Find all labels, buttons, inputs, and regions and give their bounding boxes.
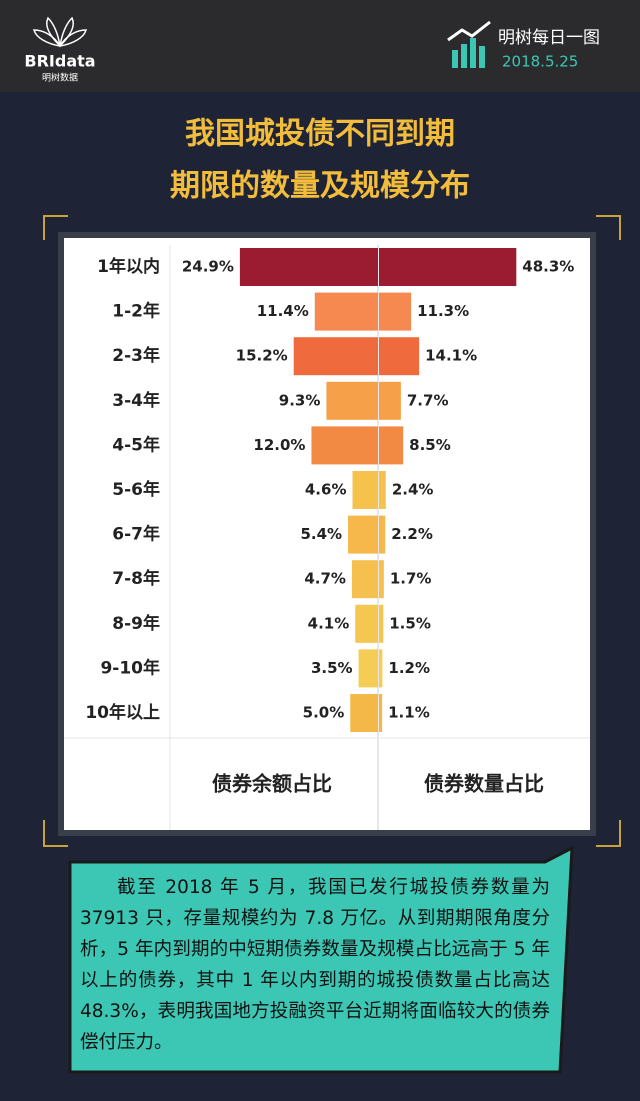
value-label: 1.2%: [388, 659, 430, 677]
value-label: 9.3%: [279, 391, 321, 409]
bar: [348, 515, 378, 554]
logo-icon: [33, 16, 87, 48]
category-label: 9-10年: [100, 657, 160, 678]
category-label: 10年以上: [85, 702, 160, 723]
value-label: 11.3%: [417, 302, 469, 320]
value-label: 4.6%: [305, 481, 347, 499]
value-label: 48.3%: [522, 258, 574, 276]
bar: [379, 471, 386, 509]
date: 2018.5.25: [502, 53, 578, 71]
bar: [379, 694, 383, 732]
chart-icon: [447, 20, 491, 68]
value-label: 5.4%: [300, 525, 342, 543]
bar: [379, 649, 383, 688]
bar: [350, 694, 378, 732]
bar: [293, 337, 378, 376]
bar: [352, 471, 378, 509]
value-label: 1.7%: [390, 570, 432, 588]
value-label: 24.9%: [182, 258, 234, 276]
category-label: 1年以内: [97, 256, 160, 277]
value-label: 8.5%: [409, 436, 451, 454]
series-name: 明树每日一图: [498, 28, 600, 48]
value-label: 4.1%: [308, 614, 350, 632]
category-label: 2-3年: [112, 345, 160, 366]
bar: [379, 292, 412, 331]
bar: [379, 381, 401, 420]
bar: [379, 560, 384, 599]
value-label: 2.4%: [392, 481, 434, 499]
category-label: 5-6年: [112, 479, 160, 500]
category-label: 4-5年: [112, 434, 160, 455]
value-label: 2.2%: [391, 525, 433, 543]
category-label: 8-9年: [112, 613, 160, 634]
brand: BRIdata: [24, 52, 95, 71]
category-label: 1-2年: [112, 301, 160, 322]
bar: [314, 292, 378, 331]
value-label: 15.2%: [236, 347, 288, 365]
bar: [311, 426, 378, 465]
value-label: 12.0%: [253, 436, 305, 454]
bar: [355, 604, 378, 643]
category-label: 6-7年: [112, 524, 160, 545]
axis-label: 债券数量占比: [424, 772, 544, 796]
value-label: 1.1%: [388, 704, 430, 722]
chart-title: 期限的数量及规模分布: [170, 169, 470, 204]
brand-cn: 明树数据: [42, 72, 78, 84]
value-label: 11.4%: [257, 302, 309, 320]
bar: [379, 515, 386, 554]
category-label: 7-8年: [112, 568, 160, 589]
bar: [358, 649, 378, 688]
note: 截至 2018 年 5 月，我国已发行城投债券数量为 37913 只，存量规模约…: [80, 877, 550, 1053]
bar: [379, 248, 517, 286]
bar: [379, 337, 420, 376]
category-label: 3-4年: [112, 390, 160, 411]
value-label: 14.1%: [425, 347, 477, 365]
note-box: [68, 845, 574, 1074]
axis-label: 债券余额占比: [212, 772, 332, 796]
panel: [64, 238, 590, 830]
value-label: 1.5%: [389, 614, 431, 632]
value-label: 7.7%: [407, 391, 449, 409]
bar: [379, 604, 384, 643]
chart-title: 我国城投债不同到期: [185, 117, 455, 152]
value-label: 5.0%: [303, 704, 345, 722]
bar: [239, 248, 378, 286]
value-label: 4.7%: [304, 570, 346, 588]
bar: [379, 426, 404, 465]
bar: [326, 381, 378, 420]
corner-brackets: [43, 215, 621, 847]
bar: [351, 560, 378, 599]
value-label: 3.5%: [311, 659, 353, 677]
header-bar: [0, 0, 640, 92]
